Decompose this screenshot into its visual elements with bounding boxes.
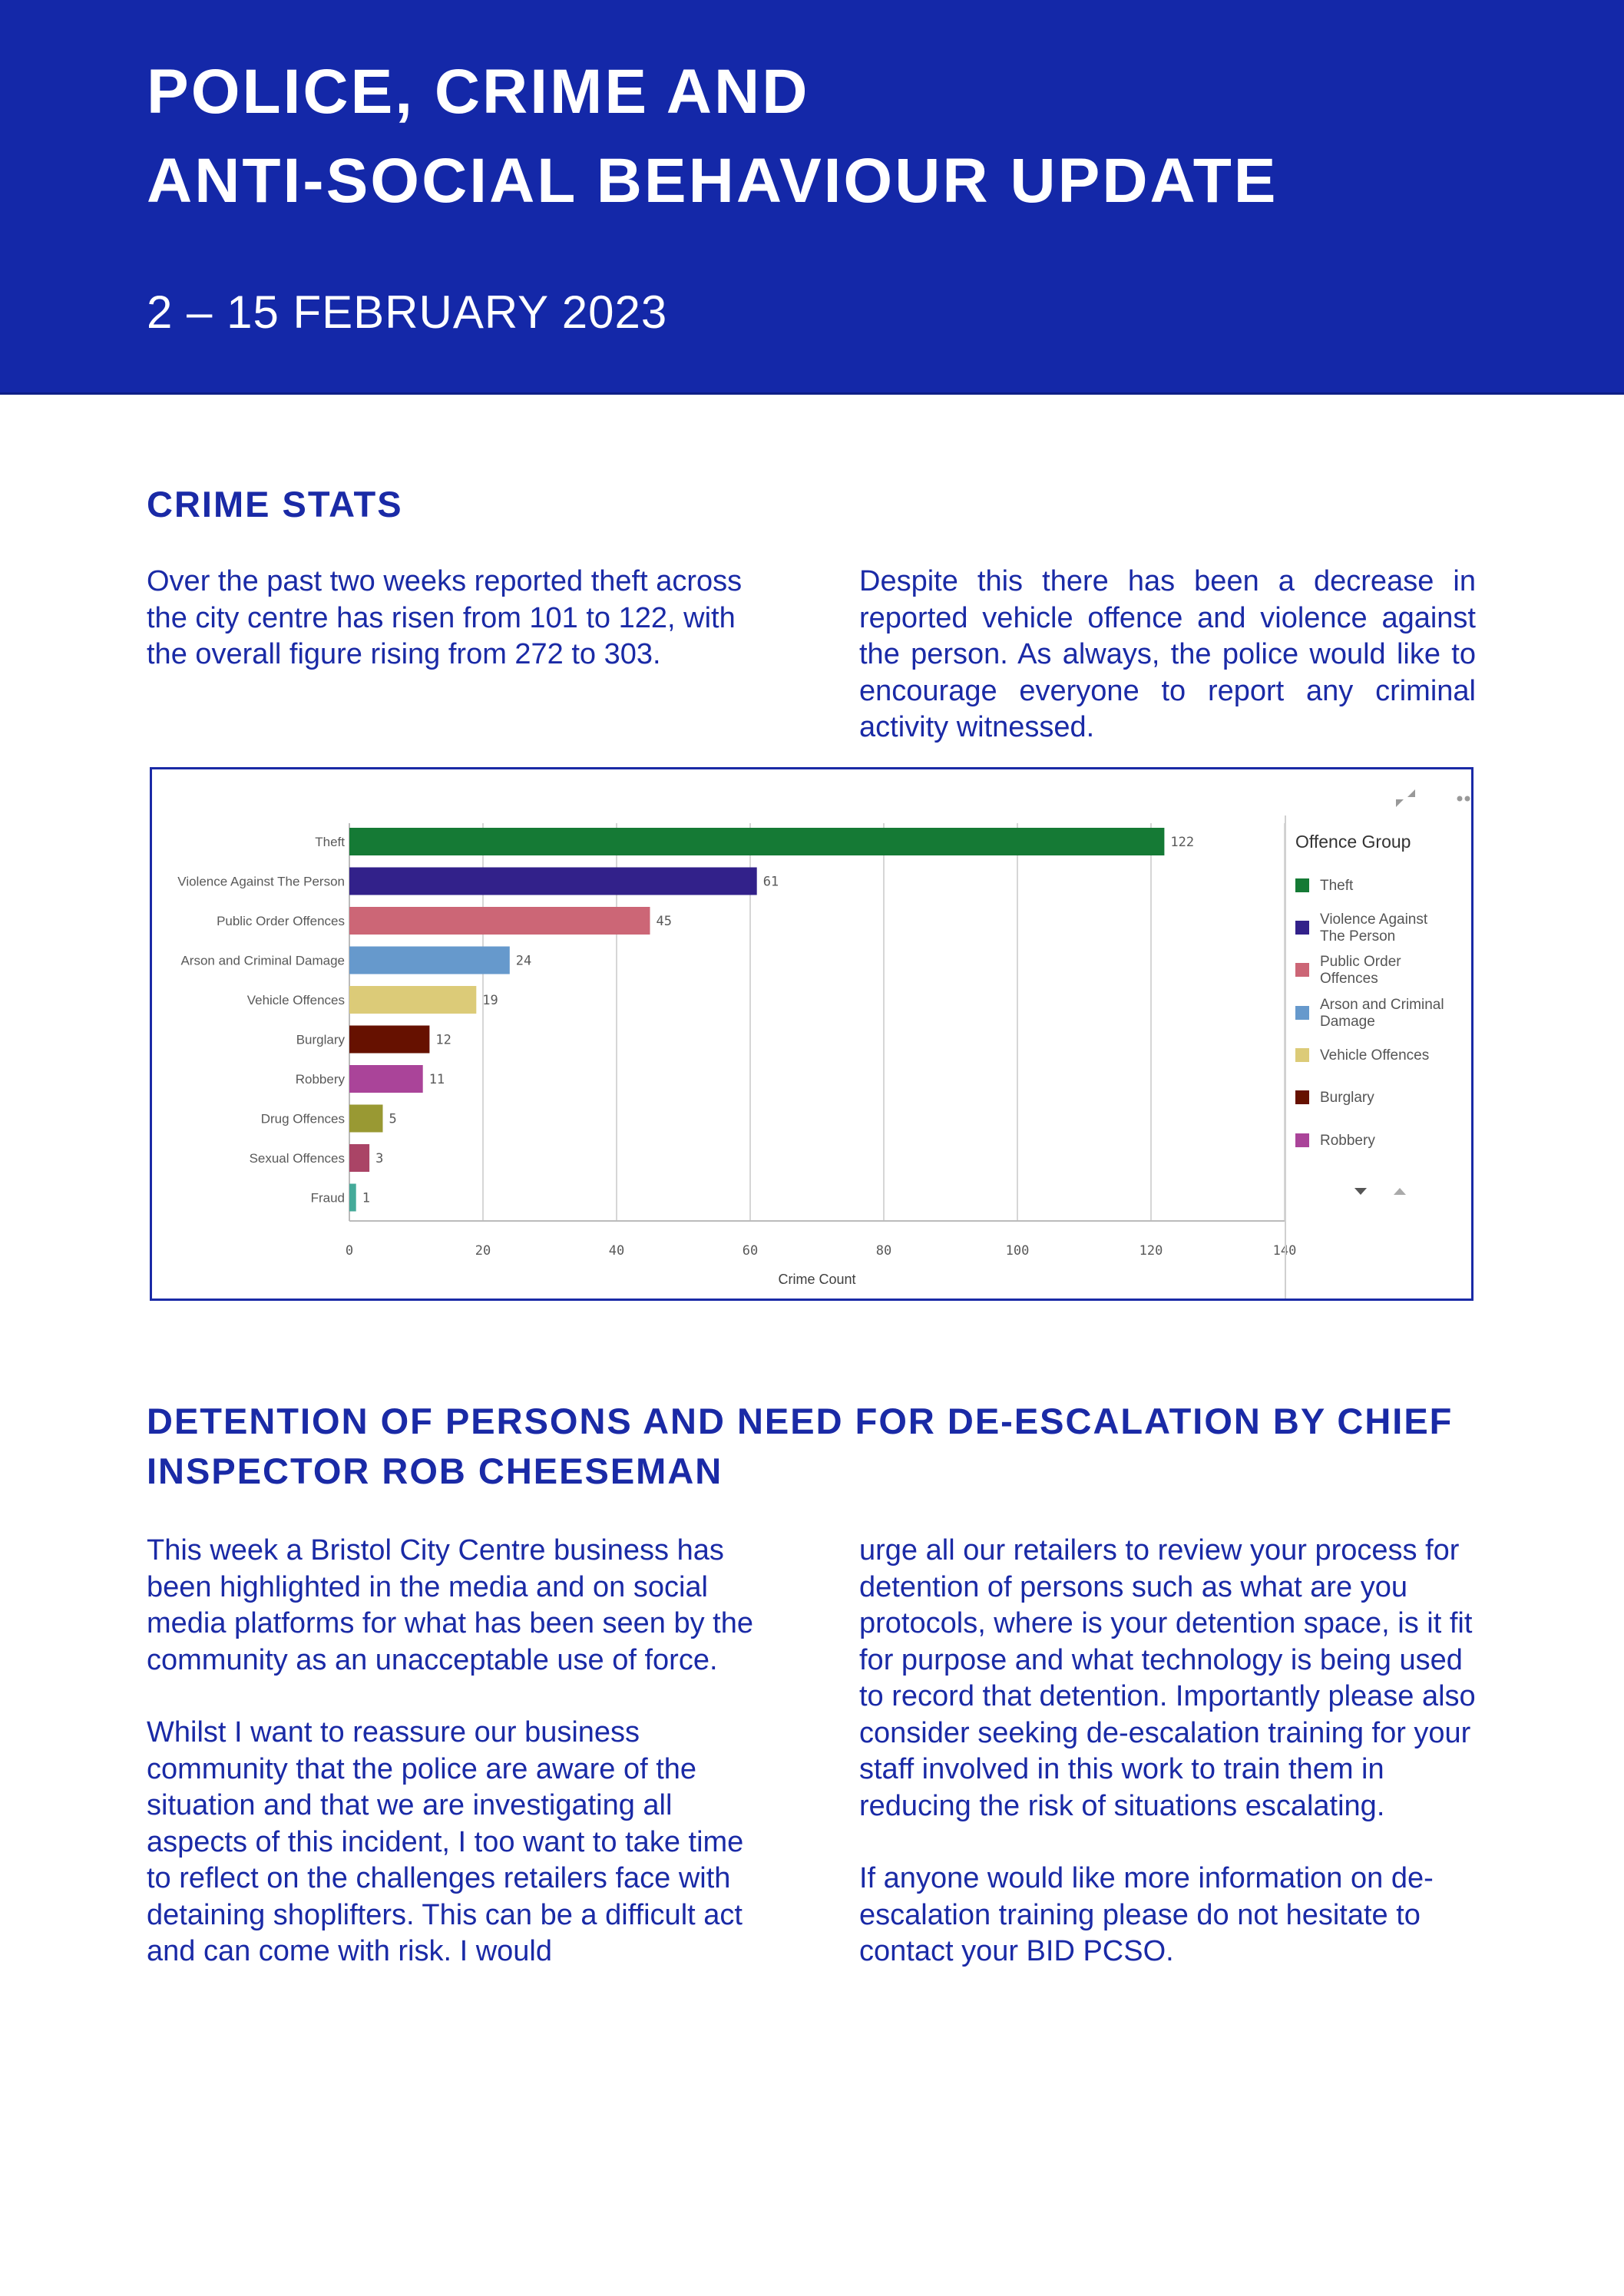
bar-public-order-offences xyxy=(349,907,650,935)
legend-title: Offence Group xyxy=(1295,832,1411,852)
detention-heading-line-1: DETENTION OF PERSONS AND NEED FOR DE-ESC… xyxy=(147,1401,1454,1441)
bar-fraud xyxy=(349,1183,356,1212)
x-tick-label: 120 xyxy=(1139,1243,1163,1259)
detention-left-p2: Whilst I want to reassure our business c… xyxy=(147,1716,744,1967)
date-range: 2 – 15 FEBRUARY 2023 xyxy=(147,286,668,338)
scroll-down-icon xyxy=(1354,1188,1367,1195)
data-label: 122 xyxy=(1170,835,1194,850)
category-label: Drug Offences xyxy=(261,1112,345,1126)
x-tick-label: 40 xyxy=(609,1243,624,1259)
data-label: 5 xyxy=(389,1112,397,1127)
detention-right-p1: urge all our retailers to review your pr… xyxy=(859,1534,1476,1822)
data-label: 45 xyxy=(657,914,672,929)
x-tick-label: 60 xyxy=(743,1243,758,1259)
legend-item-label: Arson and Criminal xyxy=(1320,997,1444,1013)
detention-columns: This week a Bristol City Centre business… xyxy=(147,1533,1476,2007)
detention-right-column: urge all our retailers to review your pr… xyxy=(859,1533,1476,2007)
bar-sexual-offences xyxy=(349,1144,370,1172)
page-title: POLICE, CRIME AND ANTI-SOCIAL BEHAVIOUR … xyxy=(147,48,1278,226)
legend-item-label: Vehicle Offences xyxy=(1320,1047,1429,1064)
bar-burglary xyxy=(349,1025,430,1054)
category-label: Vehicle Offences xyxy=(247,993,345,1007)
data-label: 24 xyxy=(516,954,531,969)
legend-swatch xyxy=(1295,1133,1309,1147)
collapse-icon xyxy=(1396,789,1415,807)
legend-item-label: Robbery xyxy=(1320,1133,1375,1149)
category-label: Theft xyxy=(315,835,345,849)
legend-swatch xyxy=(1295,921,1309,935)
legend-item-label: Offences xyxy=(1320,971,1378,987)
data-label: 61 xyxy=(763,875,779,890)
bar-robbery xyxy=(349,1065,423,1093)
bar-violence-against-the-person xyxy=(349,867,757,895)
detention-left-column: This week a Bristol City Centre business… xyxy=(147,1533,761,2007)
category-label: Fraud xyxy=(311,1191,345,1206)
bar-theft xyxy=(349,828,1165,855)
crime-stats-right-text: Despite this there has been a decrease i… xyxy=(859,565,1476,743)
crime-stats-section: CRIME STATS Over the past two weeks repo… xyxy=(147,479,1476,782)
legend-item-label: Theft xyxy=(1320,878,1354,894)
legend-swatch xyxy=(1295,1048,1309,1062)
x-tick-label: 20 xyxy=(475,1243,491,1259)
data-label: 1 xyxy=(362,1191,370,1206)
category-label: Violence Against The Person xyxy=(177,875,345,889)
bar-drug-offences xyxy=(349,1104,383,1133)
chart-svg: 020406080100120140Theft122Violence Again… xyxy=(177,789,1470,1299)
category-label: Public Order Offences xyxy=(217,914,345,928)
x-tick-label: 100 xyxy=(1006,1243,1030,1259)
crime-stats-heading: CRIME STATS xyxy=(147,484,403,524)
detention-right-p2: If anyone would like more information on… xyxy=(859,1862,1434,1967)
bar-arson-and-criminal-damage xyxy=(349,946,510,974)
category-label: Arson and Criminal Damage xyxy=(180,954,345,968)
legend-item-label: The Person xyxy=(1320,928,1395,945)
bar-vehicle-offences xyxy=(349,986,477,1014)
x-axis-title: Crime Count xyxy=(778,1272,855,1287)
data-label: 3 xyxy=(375,1151,383,1166)
title-line-1: POLICE, CRIME AND xyxy=(147,57,810,127)
legend-swatch xyxy=(1295,878,1309,892)
legend-swatch xyxy=(1295,963,1309,977)
legend-item-label: Damage xyxy=(1320,1014,1375,1030)
legend-item-label: Burglary xyxy=(1320,1090,1374,1106)
category-label: Robbery xyxy=(296,1072,346,1087)
more-options-icon xyxy=(1457,796,1463,802)
detention-heading-line-2: INSPECTOR ROB CHEESEMAN xyxy=(147,1451,723,1491)
legend-swatch xyxy=(1295,1090,1309,1104)
legend-swatch xyxy=(1295,1006,1309,1020)
crime-bar-chart: 020406080100120140Theft122Violence Again… xyxy=(150,767,1474,1301)
scroll-up-icon xyxy=(1394,1188,1406,1195)
more-options-icon xyxy=(1464,796,1470,802)
category-label: Sexual Offences xyxy=(250,1151,345,1166)
title-line-2: ANTI-SOCIAL BEHAVIOUR UPDATE xyxy=(147,146,1278,216)
data-label: 11 xyxy=(429,1072,445,1087)
page-header: POLICE, CRIME AND ANTI-SOCIAL BEHAVIOUR … xyxy=(0,0,1624,395)
legend-item-label: Violence Against xyxy=(1320,911,1428,928)
detention-section: DETENTION OF PERSONS AND NEED FOR DE-ESC… xyxy=(147,1396,1476,2007)
legend-item-label: Public Order xyxy=(1320,954,1401,970)
x-tick-label: 0 xyxy=(346,1243,353,1259)
crime-stats-left-text: Over the past two weeks reported theft a… xyxy=(147,565,743,670)
data-label: 19 xyxy=(482,993,498,1008)
detention-left-p1: This week a Bristol City Centre business… xyxy=(147,1534,754,1676)
data-label: 12 xyxy=(435,1033,451,1048)
x-tick-label: 80 xyxy=(876,1243,891,1259)
detention-heading: DETENTION OF PERSONS AND NEED FOR DE-ESC… xyxy=(147,1396,1476,1496)
crime-stats-columns: Over the past two weeks reported theft a… xyxy=(147,564,1476,782)
category-label: Burglary xyxy=(296,1033,346,1047)
